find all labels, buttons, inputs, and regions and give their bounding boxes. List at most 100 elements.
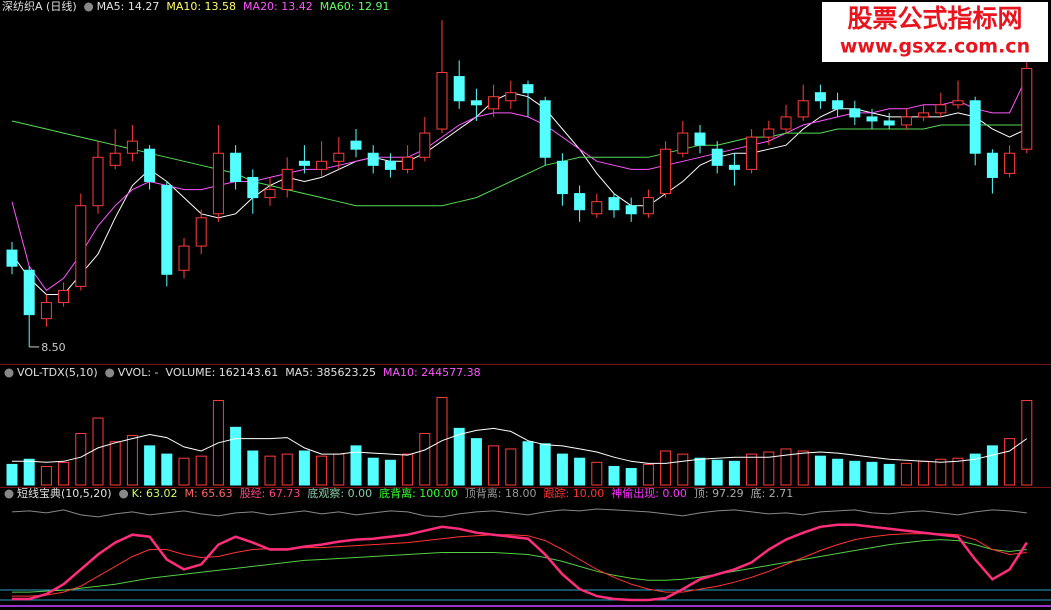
volume-bar <box>591 461 603 486</box>
legend-icon <box>105 368 115 378</box>
candle-body <box>866 116 878 122</box>
volume-bar <box>539 443 551 486</box>
volume-bar <box>23 458 35 486</box>
candle-body <box>763 128 775 138</box>
candle-body <box>832 100 844 110</box>
volume-bar <box>677 453 689 486</box>
candle-body <box>23 269 35 316</box>
watermark-title: 股票公式指标网 <box>847 4 1022 33</box>
candle-body <box>746 136 758 170</box>
indicator-line <box>12 533 1027 597</box>
candle-body <box>161 185 173 275</box>
volume-bar <box>849 460 861 486</box>
volume-bar <box>986 445 998 486</box>
legend-item: 底: 2.71 <box>751 486 794 500</box>
legend-item: VOL-TDX(5,10) <box>17 366 98 379</box>
legend-item: MA5: 385623.25 <box>285 366 376 379</box>
candle-body <box>419 132 431 158</box>
legend-item: MA60: 12.91 <box>320 0 390 13</box>
volume-bar <box>522 441 534 486</box>
volume-bar <box>281 453 293 486</box>
volume-bar <box>126 435 138 486</box>
candle-body <box>92 156 104 207</box>
candle-body <box>144 148 156 182</box>
candle-body <box>556 160 568 195</box>
volume-bar <box>470 438 482 486</box>
legend-item: K: 63.02 <box>132 487 178 500</box>
legend-icon <box>119 489 129 499</box>
legend-item: 神偷出现: 0.00 <box>611 486 687 500</box>
volume-bar <box>75 433 87 486</box>
watermark-box <box>822 2 1048 62</box>
volume-bar <box>918 460 930 486</box>
legend-item: 底背离: 100.00 <box>379 486 458 500</box>
volume-bar <box>660 450 672 486</box>
candle-body <box>247 176 259 199</box>
volume-bar <box>419 433 431 486</box>
legend-item: 股经: 67.73 <box>240 487 301 500</box>
legend-item: 顶背离: 18.00 <box>465 486 537 500</box>
legend-item: MA20: 13.42 <box>243 0 313 13</box>
volume-bar <box>711 459 723 486</box>
legend-item: M: 65.63 <box>185 487 233 500</box>
legend-item: 底观察: 0.00 <box>307 486 372 500</box>
volume-bar <box>161 453 173 486</box>
volume-bar <box>728 460 740 486</box>
low-label: 8.50 <box>41 341 65 354</box>
volume-bar <box>574 457 586 486</box>
candle-body <box>849 108 861 118</box>
legend-item: 跟踪: 10.00 <box>544 486 605 500</box>
candle-body <box>814 92 826 102</box>
volume-bar <box>1004 438 1016 486</box>
volume-bar <box>195 455 207 486</box>
volume-bar <box>900 462 912 486</box>
candle-body <box>1021 67 1033 150</box>
volume-bar <box>230 426 242 486</box>
candle-body <box>230 152 242 182</box>
volume-bar <box>316 455 328 486</box>
volume-bar <box>780 448 792 486</box>
volume-bar <box>746 453 758 486</box>
candle-body <box>986 152 998 178</box>
volume-bar <box>505 448 517 486</box>
candle-body <box>281 168 293 191</box>
volume-bar <box>832 458 844 486</box>
candle-body <box>969 100 981 154</box>
volume-bar <box>866 461 878 486</box>
indicator-line <box>12 523 1028 602</box>
volume-bar <box>556 453 568 486</box>
volume-bar <box>453 427 465 486</box>
candle-body <box>642 197 654 215</box>
volume-bar <box>40 465 52 486</box>
volume-bar <box>402 453 414 486</box>
candle-body <box>660 148 672 195</box>
candle-body <box>505 92 517 102</box>
candle-body <box>797 100 809 118</box>
watermark: 股票公式指标网 www.gsxz.com.cn <box>822 2 1048 62</box>
volume-bar <box>58 461 70 486</box>
volume-bar <box>883 463 895 486</box>
volume-bar <box>178 457 190 486</box>
candle-body <box>728 164 740 170</box>
candle-body <box>470 100 482 106</box>
candle-body <box>402 156 414 170</box>
volume-bar <box>642 463 654 486</box>
candle-body <box>350 140 362 150</box>
candle-body <box>539 100 551 158</box>
volume-bar <box>625 468 637 486</box>
volume-bar <box>367 457 379 486</box>
legend-item: 深纺织A (日线) <box>2 0 77 13</box>
candle-body <box>1004 152 1016 174</box>
candle-body <box>522 84 534 94</box>
candle-body <box>298 160 310 166</box>
candle-body <box>488 96 500 110</box>
volume-bar <box>350 445 362 486</box>
candle-body <box>178 245 190 271</box>
volume-bar <box>247 450 259 486</box>
candle-body <box>6 249 18 267</box>
volume-bar <box>488 445 500 486</box>
candle-body <box>384 160 396 170</box>
candle-body <box>453 76 465 102</box>
